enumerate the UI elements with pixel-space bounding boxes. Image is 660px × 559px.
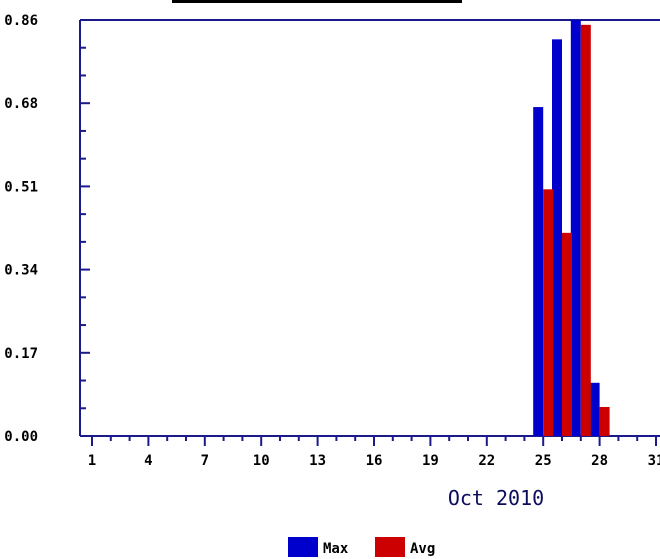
legend-swatch-max	[288, 537, 318, 557]
x-tick-label: 4	[144, 453, 152, 469]
x-tick-label: 25	[535, 453, 552, 469]
x-axis-ticks: 1 4 7 10 13 16 19 22 25 28 31	[88, 436, 660, 469]
x-tick-label: 13	[309, 453, 326, 469]
x-tick-label: 19	[422, 453, 439, 469]
bars	[533, 20, 610, 437]
legend-swatch-avg	[375, 537, 405, 557]
bar-avg-day-25	[543, 189, 554, 436]
bar-max-day-28	[589, 382, 600, 436]
y-tick-label: 0.00	[4, 429, 38, 445]
y-tick-label: 0.68	[4, 96, 38, 112]
bar-max-day-27	[570, 20, 581, 436]
period-label: Oct 2010	[448, 486, 544, 510]
y-tick-label: 0.51	[4, 179, 38, 195]
x-tick-label: 16	[366, 453, 383, 469]
x-tick-label: 7	[201, 453, 209, 469]
y-tick-label: 0.86	[4, 13, 38, 29]
y-tick-label: 0.34	[4, 263, 38, 279]
legend-label-max: Max	[323, 541, 349, 557]
x-tick-label: 28	[591, 453, 608, 469]
legend: Max Avg	[288, 537, 435, 557]
bar-avg-day-26	[562, 232, 572, 436]
x-tick-label: 10	[253, 453, 270, 469]
bar-avg-day-28	[599, 406, 610, 436]
y-tick-label: 0.17	[4, 346, 38, 362]
bar-max-day-26	[552, 39, 562, 436]
x-tick-label: 22	[478, 453, 495, 469]
bar-avg-day-27	[580, 24, 591, 436]
x-tick-label: 31	[648, 453, 660, 469]
y-axis-ticks: 0.00 0.17 0.34 0.51 0.68 0.86	[4, 13, 90, 445]
bar-max-day-25	[533, 107, 544, 437]
x-tick-label: 1	[88, 453, 96, 469]
title-strip	[172, 0, 462, 3]
legend-label-avg: Avg	[410, 541, 435, 557]
